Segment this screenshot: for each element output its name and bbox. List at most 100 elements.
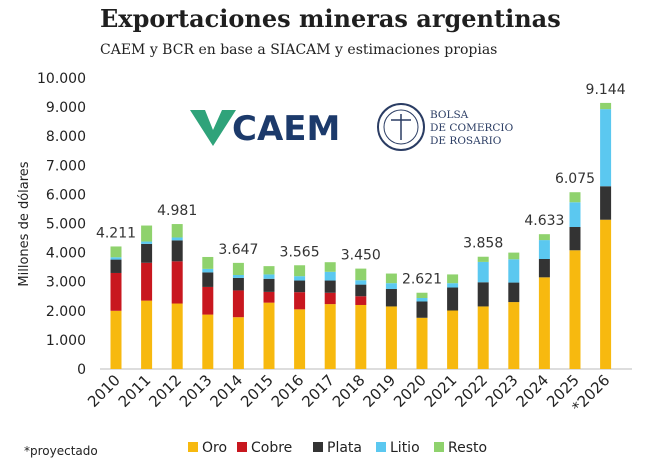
x-tick-label: 2016 xyxy=(268,371,308,411)
x-tick-label: 2014 xyxy=(206,371,246,411)
x-tick-label: 2020 xyxy=(390,371,430,411)
bar-segment-plata xyxy=(508,282,520,303)
bar-segment-plata xyxy=(477,282,489,307)
bar-segment-cobre xyxy=(141,262,153,301)
bar-segment-plata xyxy=(232,277,244,291)
bar-segment-litio xyxy=(508,259,520,283)
bar-segment-oro xyxy=(141,300,153,369)
bar-segment-oro xyxy=(600,219,612,369)
chart-title: Exportaciones mineras argentinas xyxy=(100,4,561,33)
legend-label-resto: Resto xyxy=(448,440,487,456)
chart-legend: Oro Cobre Plata Litio Resto xyxy=(188,440,487,456)
legend-swatch-litio xyxy=(376,442,386,452)
bar-segment-plata xyxy=(355,284,367,297)
bcr-logo-line-2: DE COMERCIO xyxy=(430,122,514,134)
bar-segment-litio xyxy=(202,268,214,273)
bar-segment-oro xyxy=(324,304,336,369)
bar-segment-resto xyxy=(324,262,336,272)
y-axis-label: Millones de dólares xyxy=(17,161,32,286)
bar-segment-cobre xyxy=(294,292,306,310)
legend-swatch-resto xyxy=(434,442,444,452)
bcr-seal-icon xyxy=(377,103,425,151)
data-label: 9.144 xyxy=(586,82,626,98)
data-label: 6.075 xyxy=(555,171,595,187)
data-label: 4.633 xyxy=(524,213,564,229)
x-tick-label: 2011 xyxy=(115,371,155,411)
bar-segment-litio xyxy=(600,109,612,187)
bar-segment-litio xyxy=(232,275,244,278)
bar-segment-plata xyxy=(600,186,612,220)
bar-segment-cobre xyxy=(355,296,367,305)
footnote: *proyectado xyxy=(24,444,98,458)
bar-segment-plata xyxy=(569,226,581,251)
bar-segment-litio xyxy=(171,237,183,241)
bar-segment-litio xyxy=(477,261,489,283)
bar-segment-cobre xyxy=(171,261,183,304)
bar-segment-resto xyxy=(508,252,520,260)
y-tick-label: 6.000 xyxy=(46,187,86,203)
x-tick-label: 2017 xyxy=(298,371,338,411)
legend-swatch-oro xyxy=(188,442,198,452)
bar-segment-litio xyxy=(324,271,336,281)
legend-label-litio: Litio xyxy=(390,440,420,456)
caem-logo: CAEM xyxy=(190,109,340,149)
y-tick-label: 8.000 xyxy=(46,129,86,145)
y-tick-label: 10.000 xyxy=(37,71,86,87)
legend-swatch-plata xyxy=(313,442,323,452)
bar-segment-resto xyxy=(385,273,397,284)
data-label: 4.981 xyxy=(157,203,197,219)
bar-segment-resto xyxy=(600,102,612,110)
x-tick-label: 2010 xyxy=(84,371,124,411)
bar-segment-oro xyxy=(385,306,397,369)
y-tick-label: 5.000 xyxy=(46,217,86,233)
bar-segment-plata xyxy=(263,278,275,292)
bar-segment-litio xyxy=(447,283,459,288)
bar-segment-litio xyxy=(110,257,122,260)
bar-segment-oro xyxy=(447,310,459,369)
bar-segment-litio xyxy=(263,274,275,279)
x-tick-label: 2022 xyxy=(451,371,491,411)
bar-segment-litio xyxy=(294,276,306,281)
bar-segment-oro xyxy=(232,317,244,369)
bar-segment-oro xyxy=(355,304,367,369)
bar-segment-litio xyxy=(569,202,581,227)
data-label: 3.647 xyxy=(218,242,258,258)
bar-segment-plata xyxy=(416,301,428,318)
y-tick-label: 7.000 xyxy=(46,158,86,174)
bcr-logo-line-3: DE ROSARIO xyxy=(430,135,502,147)
bar-segment-oro xyxy=(569,250,581,369)
bar-segment-resto xyxy=(447,274,459,284)
bar-segment-litio xyxy=(385,283,397,289)
bar-segment-resto xyxy=(141,225,153,242)
chart-data-labels: 4.211 4.981 3.647 3.565 3.450 2.621 3.858 4.633… xyxy=(96,82,626,288)
data-label: 3.565 xyxy=(280,244,320,260)
bar-segment-resto xyxy=(355,268,367,281)
bar-segment-plata xyxy=(294,280,306,293)
bar-segment-resto xyxy=(477,256,489,262)
bar-segment-plata xyxy=(385,288,397,307)
legend-label-plata: Plata xyxy=(327,440,362,456)
bar-segment-plata xyxy=(324,280,336,293)
chart-bars xyxy=(110,102,612,369)
legend-swatch-cobre xyxy=(237,442,247,452)
bar-segment-resto xyxy=(232,262,244,276)
bar-segment-cobre xyxy=(110,272,122,311)
bar-segment-cobre xyxy=(232,290,244,318)
y-tick-label: 9.000 xyxy=(46,100,86,116)
bcr-logo-line-1: BOLSA xyxy=(430,109,469,121)
x-tick-label: 2015 xyxy=(237,371,277,411)
legend-label-cobre: Cobre xyxy=(251,440,292,456)
data-label: 3.858 xyxy=(463,236,503,252)
bar-segment-cobre xyxy=(202,286,214,315)
data-label: 2.621 xyxy=(402,272,442,288)
x-tick-label: 2021 xyxy=(421,371,461,411)
bar-segment-plata xyxy=(171,240,183,262)
bar-segment-plata xyxy=(538,259,550,278)
y-tick-label: 4.000 xyxy=(46,246,86,262)
bar-segment-oro xyxy=(477,306,489,369)
bar-segment-resto xyxy=(416,292,428,298)
bar-segment-litio xyxy=(355,280,367,285)
x-tick-label: 2018 xyxy=(329,371,369,411)
y-tick-label: 1.000 xyxy=(46,333,86,349)
